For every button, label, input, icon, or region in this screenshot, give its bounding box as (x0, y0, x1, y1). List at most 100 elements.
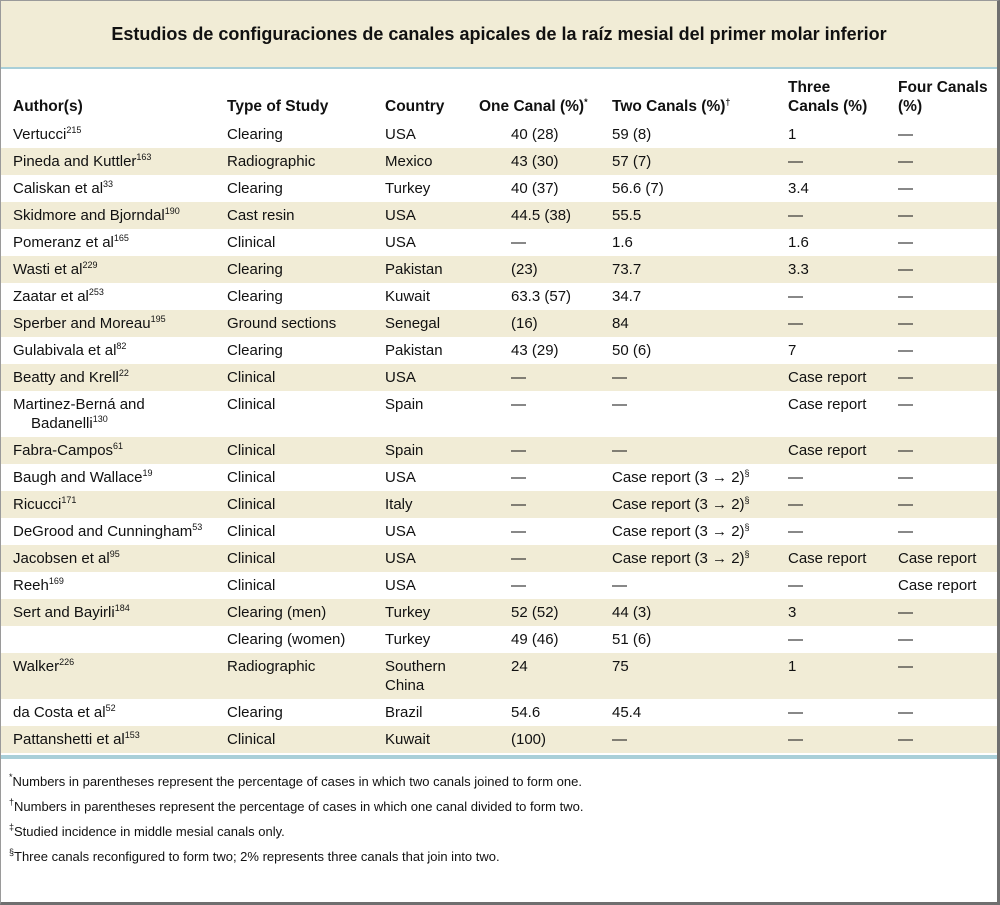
table-cell: (23) (479, 256, 612, 283)
table-cell: 44 (3) (612, 599, 788, 626)
cell-text: 43 (29) (511, 342, 559, 359)
cell-text: — (898, 704, 913, 721)
cell-text: 40 (28) (511, 126, 559, 143)
cell-text: Caliskan et al33 (13, 179, 114, 198)
superscript: 184 (114, 603, 130, 613)
table-cell: — (479, 437, 612, 464)
cell-text: — (511, 550, 526, 567)
header-cell: Two Canals (%)† (612, 93, 788, 121)
table-cell: — (898, 518, 997, 545)
cell-text: Case report (788, 396, 867, 413)
cell-text: Sperber and Moreau195 (13, 314, 166, 333)
table-cell: Clinical (227, 572, 385, 599)
cell-text: 75 (612, 658, 629, 675)
cell-text: — (511, 496, 526, 513)
superscript: 195 (150, 314, 166, 324)
cell-text: Spain (385, 442, 424, 459)
superscript: 190 (164, 206, 180, 216)
superscript: § (744, 522, 750, 532)
table-cell: Clinical (227, 518, 385, 545)
table-cell: 84 (612, 310, 788, 337)
superscript: 153 (124, 730, 140, 740)
cell-text: Pakistan (385, 261, 443, 278)
cell-text: — (788, 207, 803, 224)
table-cell: 1 (788, 653, 898, 699)
table-cell: — (898, 491, 997, 518)
table-row: Reeh169 Clinical USA — — — Case report (1, 572, 997, 599)
header-cell: Four Canals (%) (898, 74, 997, 121)
cell-text: Case report (788, 369, 867, 386)
table-cell: 44.5 (38) (479, 202, 612, 229)
cell-text: — (612, 396, 627, 413)
cell-text: 24 (511, 658, 528, 675)
cell-text: Turkey (385, 604, 431, 621)
cell-text: Case report (788, 550, 867, 567)
table-cell: 51 (6) (612, 626, 788, 653)
superscript: 52 (105, 703, 116, 713)
cell-text: Clearing (227, 288, 283, 305)
cell-text: 3.4 (788, 180, 809, 197)
cell-text: — (898, 342, 913, 359)
cell-text: One Canal (%)* (479, 97, 588, 116)
cell-text: — (898, 315, 913, 332)
superscript: 53 (192, 522, 203, 532)
table-cell: Beatty and Krell22 (1, 364, 227, 391)
superscript: 61 (113, 441, 124, 451)
table-cell: — (479, 572, 612, 599)
table-cell: Kuwait (385, 283, 479, 310)
cell-text: Pomeranz et al165 (13, 233, 129, 252)
table-cell: — (788, 572, 898, 599)
table-cell: Clinical (227, 229, 385, 256)
cell-text: Radiographic (227, 153, 316, 170)
table-cell: — (898, 626, 997, 653)
cell-text: USA (385, 207, 416, 224)
cell-text: Fabra-Campos61 (13, 441, 124, 460)
table-row: Gulabivala et al82 Clearing Pakistan 43 (29… (1, 337, 997, 364)
superscript: * (584, 97, 588, 107)
superscript: 82 (116, 341, 127, 351)
table-cell: — (788, 726, 898, 753)
cell-text: — (898, 126, 913, 143)
table-cell: Clearing (women) (227, 626, 385, 653)
table-cell: — (898, 121, 997, 148)
table-cell: Italy (385, 491, 479, 518)
table-cell: Pakistan (385, 337, 479, 364)
table-cell (1, 626, 227, 653)
table-cell: — (898, 283, 997, 310)
table-cell: Clinical (227, 364, 385, 391)
header-cell: One Canal (%)* (479, 93, 612, 121)
cell-text: — (898, 496, 913, 513)
cell-text: — (898, 369, 913, 386)
footnote: ‡Studied incidence in middle mesial cana… (9, 819, 997, 844)
cell-text: Southern China (385, 658, 446, 694)
cell-text: Country (385, 98, 445, 115)
cell-text: — (898, 442, 913, 459)
table-cell: Clinical (227, 464, 385, 491)
table-cell: 40 (37) (479, 175, 612, 202)
cell-text: — (612, 577, 627, 594)
table-cell: — (479, 518, 612, 545)
table-cell: — (788, 699, 898, 726)
cell-text: 1.6 (788, 234, 809, 251)
table-cell: — (898, 148, 997, 175)
table-cell: 43 (29) (479, 337, 612, 364)
table-cell: — (898, 464, 997, 491)
cell-text: 84 (612, 315, 629, 332)
table-cell: Gulabivala et al82 (1, 337, 227, 364)
cell-text: — (788, 153, 803, 170)
table-cell: Clinical (227, 437, 385, 464)
table-cell: — (898, 391, 997, 437)
cell-text: Ground sections (227, 315, 337, 332)
cell-text: Clearing (227, 342, 283, 359)
table-cell: (16) (479, 310, 612, 337)
table-row: Jacobsen et al95 Clinical USA — Case report … (1, 545, 997, 572)
cell-text: 1.6 (612, 234, 633, 251)
table-row: Caliskan et al33 Clearing Turkey 40 (37) 56.… (1, 175, 997, 202)
superscript: 163 (136, 152, 152, 162)
cell-text: — (511, 469, 526, 486)
table-cell: Vertucci215 (1, 121, 227, 148)
cell-text: — (898, 396, 913, 413)
table-cell: — (898, 437, 997, 464)
table-row: da Costa et al52 Clearing Brazil 54.6 45.4 — — (1, 699, 997, 726)
